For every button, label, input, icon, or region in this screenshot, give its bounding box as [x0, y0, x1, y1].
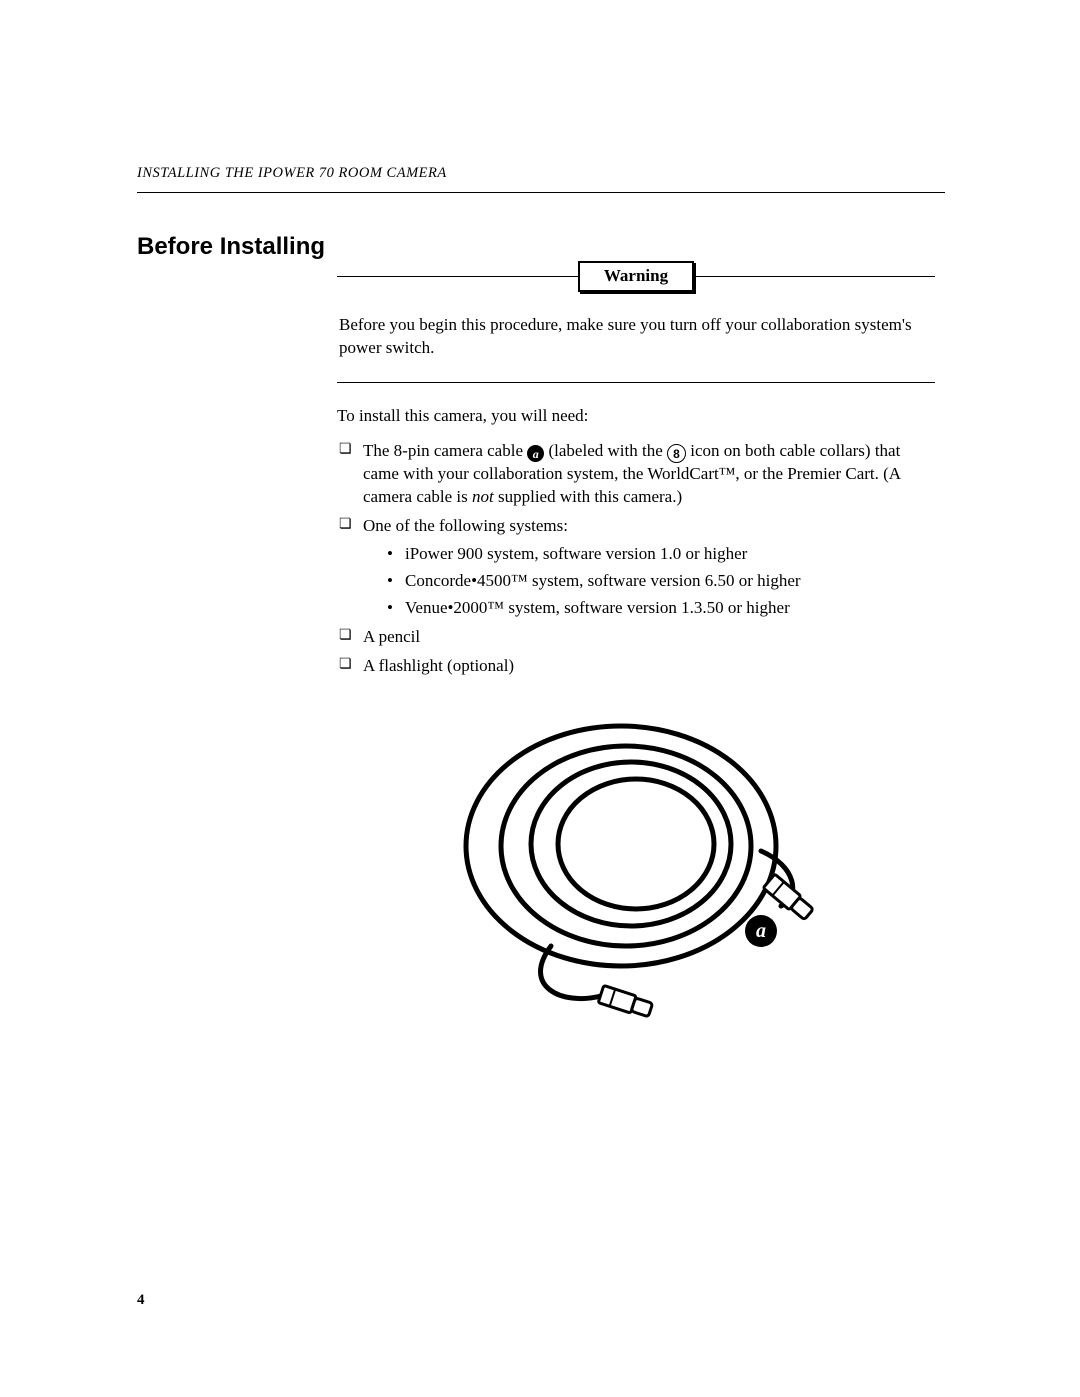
needs-list: The 8-pin camera cable a (labeled with t…: [337, 440, 935, 678]
label-a-icon: a: [527, 445, 544, 462]
page-number: 4: [137, 1292, 145, 1309]
section-title: Before Installing: [137, 233, 945, 261]
cable-illustration: a: [451, 696, 821, 1026]
document-page: INSTALLING THE IPOWER 70 ROOM CAMERA Bef…: [0, 0, 1080, 1397]
rule-left: [337, 276, 578, 277]
text: The 8-pin camera cable: [363, 441, 527, 460]
text: One of the following systems:: [363, 516, 568, 535]
list-item: One of the following systems: iPower 900…: [337, 515, 935, 620]
cable-figure: a: [337, 696, 935, 1026]
list-item: A flashlight (optional): [337, 655, 935, 678]
rule-right: [694, 276, 935, 277]
figure-label-a: a: [756, 920, 766, 942]
sub-list: iPower 900 system, software version 1.0 …: [387, 542, 935, 620]
sub-list-item: Venue•2000™ system, software version 1.3…: [387, 596, 935, 621]
emphasis: not: [472, 487, 494, 506]
warning-label: Warning: [578, 261, 694, 292]
warning-text: Before you begin this procedure, make su…: [339, 314, 933, 360]
eight-pin-icon: 8: [667, 444, 686, 463]
text: supplied with this camera.): [494, 487, 682, 506]
list-item: The 8-pin camera cable a (labeled with t…: [337, 440, 935, 509]
list-item: A pencil: [337, 626, 935, 649]
warning-head: Warning: [337, 261, 935, 292]
warning-box: Warning Before you begin this procedure,…: [337, 261, 935, 383]
intro-text: To install this camera, you will need:: [337, 405, 935, 428]
body-column: Warning Before you begin this procedure,…: [337, 261, 935, 1026]
rule-bottom: [337, 382, 935, 383]
sub-list-item: Concorde•4500™ system, software version …: [387, 569, 935, 594]
text: (labeled with the: [544, 441, 667, 460]
sub-list-item: iPower 900 system, software version 1.0 …: [387, 542, 935, 567]
running-head: INSTALLING THE IPOWER 70 ROOM CAMERA: [137, 165, 945, 193]
